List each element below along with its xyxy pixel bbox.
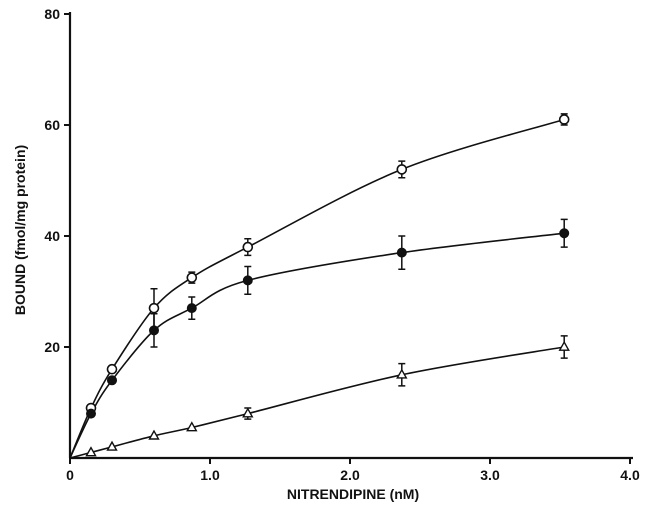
series-1-point [106, 363, 118, 375]
x-tick-label: 3.0 [480, 467, 500, 483]
series-1-point [148, 302, 160, 314]
data-points [85, 113, 570, 457]
series-2-point [86, 408, 96, 419]
y-tick-label: 20 [44, 339, 60, 355]
axes: 0 1.0 2.0 3.0 4.0 20 40 60 80 [44, 6, 640, 483]
fit-curves [69, 118, 565, 459]
series-3-curve [69, 346, 565, 459]
series-1-curve [69, 118, 565, 459]
series-1-point [396, 164, 408, 175]
series-2-point [396, 247, 407, 258]
series-2-point [242, 275, 253, 286]
series-2-point [107, 375, 117, 386]
y-tick-label: 80 [44, 6, 60, 22]
x-tick-label: 2.0 [340, 467, 360, 483]
y-axis-label: BOUND (fmol/mg protein) [12, 145, 28, 315]
series-3-point [242, 407, 254, 418]
y-tick-label: 40 [44, 228, 60, 244]
series-2-point [186, 303, 197, 314]
series-3-point [186, 421, 198, 432]
series-2-curve [69, 232, 565, 459]
series-3-point [558, 340, 570, 351]
x-axis-label: NITRENDIPINE (nM) [287, 486, 419, 502]
series-2-point [559, 228, 570, 239]
series-1-point [558, 114, 570, 125]
series-3-point [396, 368, 408, 379]
series-3-point [106, 440, 118, 451]
x-tick-label: 4.0 [620, 467, 640, 483]
x-tick-label: 0 [66, 467, 74, 483]
series-3-point [148, 429, 160, 440]
x-tick-label: 1.0 [200, 467, 220, 483]
y-tick-label: 60 [44, 117, 60, 133]
series-2-point [149, 325, 159, 336]
series-3-point [85, 446, 97, 457]
series-1-point [242, 241, 254, 253]
series-1-point [186, 272, 198, 283]
